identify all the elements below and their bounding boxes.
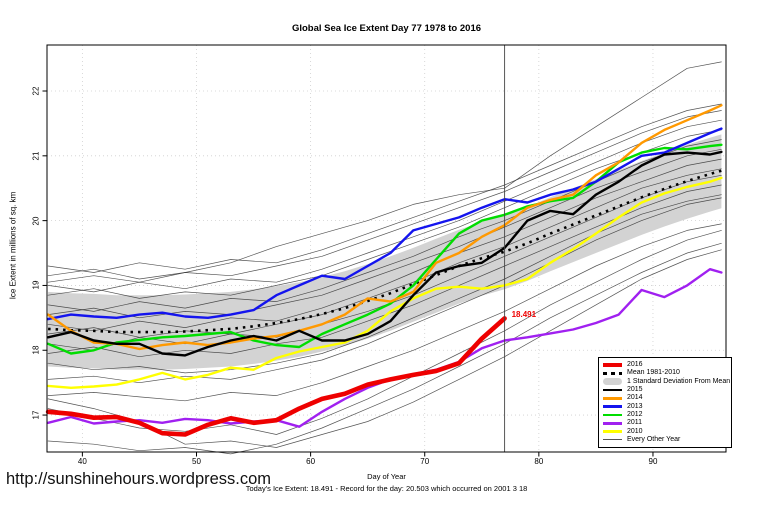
- x-tick-label: 40: [77, 457, 87, 466]
- series-2014-line: [46, 104, 723, 351]
- other-year-line: [47, 119, 722, 293]
- other-year-line: [47, 103, 722, 273]
- x-tick-label: 60: [306, 457, 316, 466]
- legend-item: 2010: [603, 428, 727, 436]
- other-year-line: [47, 139, 722, 312]
- plot-border: [46, 44, 727, 453]
- x-tick-label: 50: [192, 457, 201, 466]
- footer-caption: Today's Ice Extent: 18.491 - Record for …: [245, 484, 528, 493]
- x-axis-label: Day of Year: [367, 472, 406, 481]
- legend-swatch-1-standard-deviation-from-mean: [603, 378, 622, 386]
- legend-label: 2015: [627, 385, 643, 393]
- legend-label: Every Other Year: [627, 435, 681, 443]
- y-tick-label: 22: [31, 86, 41, 96]
- legend-swatch-2013: [603, 405, 622, 408]
- legend-item: 2012: [603, 411, 727, 419]
- legend-label: 2010: [627, 427, 643, 435]
- other-year-line: [47, 168, 722, 338]
- legend-item: 1 Standard Deviation From Mean: [603, 377, 731, 386]
- legend-swatch-mean-1981-2010: [603, 372, 622, 375]
- y-tick-label: 21: [31, 151, 41, 161]
- legend-label: 2012: [627, 410, 643, 418]
- legend-swatch-every-other-year: [603, 439, 622, 441]
- chart-title: Global Sea Ice Extent Day 77 1978 to 201…: [291, 23, 482, 34]
- legend-swatch-2016: [603, 363, 622, 367]
- legend-label: Mean 1981-2010: [627, 369, 680, 377]
- y-tick-label: 18: [31, 345, 41, 355]
- chart-legend: 2016 Mean 1981-2010 1 Standard Deviation F…: [598, 357, 732, 448]
- y-tick-label: 20: [31, 216, 41, 226]
- other-year-line: [47, 223, 722, 402]
- series-mean-1981-2010-line: [48, 169, 722, 334]
- series-2010-line: [46, 176, 723, 389]
- series-2016-line: [45, 316, 507, 437]
- y-tick-label: 19: [31, 280, 41, 290]
- legend-swatch-2014: [603, 397, 622, 400]
- legend-swatch-2010: [603, 430, 622, 433]
- legend-item: Every Other Year: [603, 436, 727, 444]
- series-2015-line: [46, 150, 723, 357]
- other-year-line: [47, 61, 722, 283]
- y-tick-label: 17: [31, 410, 41, 420]
- legend-label: 2013: [627, 402, 643, 410]
- other-year-line: [47, 197, 722, 384]
- legend-swatch-2012: [603, 413, 622, 417]
- legend-label: 1 Standard Deviation From Mean: [627, 377, 731, 385]
- legend-item: 2016: [603, 361, 727, 369]
- legend-label: 2016: [627, 361, 643, 368]
- legend-swatch-2015: [603, 388, 622, 392]
- x-tick-label: 70: [420, 457, 430, 466]
- other-year-line: [47, 194, 722, 374]
- current-value-annotation: 18.491: [511, 310, 537, 320]
- other-year-line: [47, 148, 722, 319]
- legend-item: 2015: [603, 386, 727, 394]
- other-year-line: [47, 158, 722, 332]
- legend-swatch-2011: [603, 422, 622, 425]
- legend-label: 2011: [627, 419, 643, 427]
- std-dev-band: [48, 134, 722, 370]
- legend-item: 2013: [603, 403, 727, 411]
- series-2013-line: [46, 127, 723, 321]
- legend-item: 2011: [603, 419, 727, 427]
- other-year-line: [47, 110, 722, 280]
- footer-website-link[interactable]: http://sunshinehours.wordpress.com: [6, 470, 272, 488]
- legend-item: 2014: [603, 394, 727, 402]
- legend-label: 2014: [627, 394, 643, 402]
- other-year-line: [47, 230, 722, 435]
- legend-item: Mean 1981-2010: [603, 369, 727, 377]
- x-tick-label: 90: [648, 457, 658, 466]
- x-tick-label: 80: [534, 457, 544, 466]
- other-year-line: [47, 242, 722, 455]
